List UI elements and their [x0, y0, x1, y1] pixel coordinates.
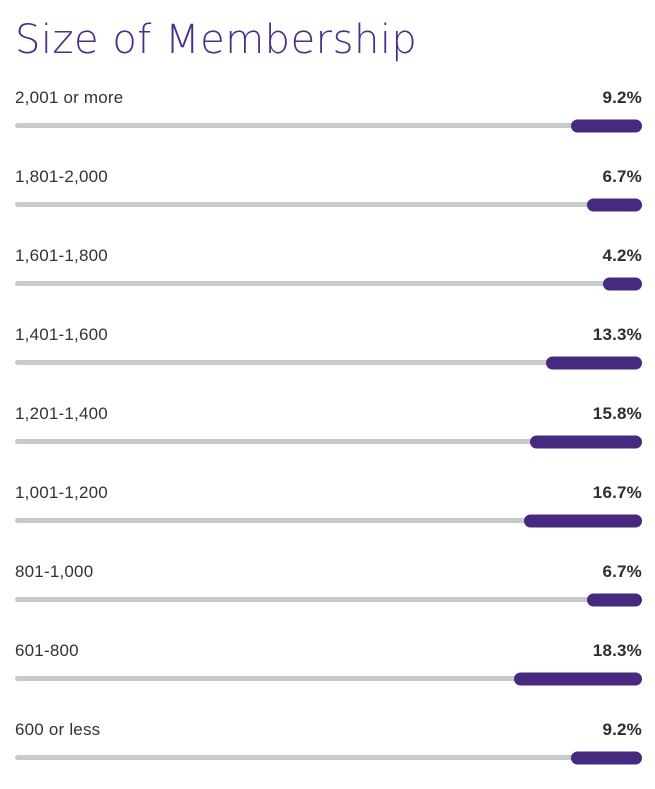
chart-row: 601-800 18.3% — [15, 641, 642, 685]
row-header: 1,001-1,200 16.7% — [15, 483, 642, 503]
category-label: 801-1,000 — [15, 562, 94, 581]
category-label: 600 or less — [15, 720, 101, 739]
bar-track — [15, 198, 642, 211]
row-header: 801-1,000 6.7% — [15, 562, 642, 582]
chart-row: 801-1,000 6.7% — [15, 562, 642, 606]
value-label: 13.3% — [592, 325, 642, 344]
bar-track — [15, 672, 642, 685]
bar-fill — [545, 356, 642, 369]
value-label: 15.8% — [592, 404, 642, 423]
row-header: 1,401-1,600 13.3% — [15, 325, 642, 345]
value-label: 4.2% — [602, 246, 642, 265]
category-label: 1,801-2,000 — [15, 167, 108, 186]
row-header: 600 or less 9.2% — [15, 720, 642, 740]
chart-rows: 2,001 or more 9.2% 1,801-2,000 6.7% 1,60… — [15, 88, 642, 764]
chart-title: Size of Membership — [15, 17, 418, 63]
value-label: 6.7% — [602, 562, 642, 581]
category-label: 601-800 — [15, 641, 79, 660]
row-header: 1,601-1,800 4.2% — [15, 246, 642, 266]
bar-track — [15, 514, 642, 527]
value-label: 18.3% — [592, 641, 642, 660]
category-label: 1,401-1,600 — [15, 325, 108, 344]
chart-row: 1,601-1,800 4.2% — [15, 246, 642, 290]
chart-row: 600 or less 9.2% — [15, 720, 642, 764]
bar-fill — [587, 198, 642, 211]
chart-row: 1,401-1,600 13.3% — [15, 325, 642, 369]
bar-fill — [514, 672, 642, 685]
bar-fill — [571, 751, 642, 764]
value-label: 9.2% — [602, 88, 642, 107]
row-header: 2,001 or more 9.2% — [15, 88, 642, 108]
chart-row: 1,001-1,200 16.7% — [15, 483, 642, 527]
bar-track — [15, 435, 642, 448]
category-label: 1,201-1,400 — [15, 404, 108, 423]
bar-track — [15, 751, 642, 764]
bar-fill — [602, 277, 642, 290]
value-label: 9.2% — [602, 720, 642, 739]
row-header: 601-800 18.3% — [15, 641, 642, 661]
row-header: 1,801-2,000 6.7% — [15, 167, 642, 187]
value-label: 6.7% — [602, 167, 642, 186]
row-header: 1,201-1,400 15.8% — [15, 404, 642, 424]
category-label: 1,601-1,800 — [15, 246, 108, 265]
category-label: 2,001 or more — [15, 88, 124, 107]
bar-track — [15, 119, 642, 132]
bar-fill — [529, 435, 642, 448]
chart-row: 2,001 or more 9.2% — [15, 88, 642, 132]
value-label: 16.7% — [592, 483, 642, 502]
bar-track — [15, 277, 642, 290]
bar-track — [15, 593, 642, 606]
bar-track — [15, 356, 642, 369]
chart-row: 1,201-1,400 15.8% — [15, 404, 642, 448]
bar-fill — [524, 514, 642, 527]
bar-fill — [571, 119, 642, 132]
bar-fill — [587, 593, 642, 606]
chart-row: 1,801-2,000 6.7% — [15, 167, 642, 211]
category-label: 1,001-1,200 — [15, 483, 108, 502]
